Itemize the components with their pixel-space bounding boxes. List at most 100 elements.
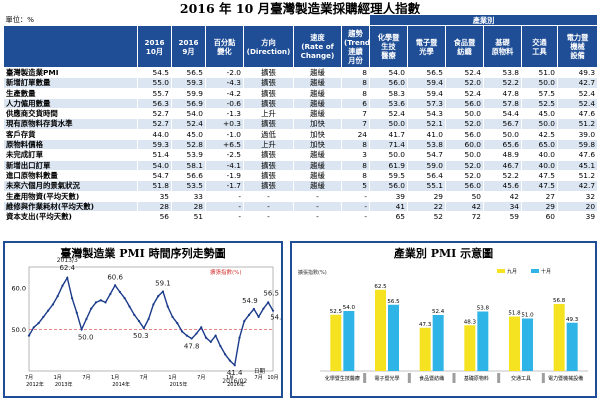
table-cell: 56.5 <box>407 66 446 79</box>
pmi-data-point <box>104 301 107 304</box>
table-cell: 加快 <box>293 128 342 141</box>
table-cell: 擴張 <box>243 180 294 192</box>
table-cell: 42.7 <box>556 180 599 192</box>
table-cell: 32 <box>556 190 599 202</box>
table-cell: 擴張 <box>243 159 294 171</box>
table-cell: 55.1 <box>407 180 446 192</box>
table-cell: 49.3 <box>556 66 599 79</box>
table-row: 現有原物料存貨水準 52.7 52.4 +0.3 擴張 加快 7 50.0 52.1 52.0 56… <box>3 118 599 130</box>
table-cell: 52.0 <box>445 159 484 171</box>
table-cell: 59.3 <box>171 77 206 89</box>
table-cell: 56.3 <box>137 97 172 110</box>
bar <box>464 325 476 371</box>
table-cell: 59.9 <box>171 87 206 99</box>
table-cell: 52.7 <box>137 118 172 130</box>
bar <box>419 327 431 371</box>
table-cell: -2.5 <box>205 149 244 161</box>
table-cell: 72 <box>445 211 484 223</box>
table-cell: 50.0 <box>445 149 484 161</box>
table-cell: 28 <box>137 200 172 213</box>
pmi-data-point <box>228 359 232 362</box>
table-cell: 趨緩 <box>293 97 342 110</box>
table-cell: 6 <box>341 97 370 110</box>
legend-label: 十月 <box>541 268 551 275</box>
table-cell: 24 <box>341 128 370 141</box>
table-cell: 上升 <box>243 108 294 120</box>
table-cell: 42.7 <box>556 77 599 89</box>
x-tick-label: 7月 <box>82 375 90 381</box>
table-cell: 52 <box>407 211 446 223</box>
column-header: 電力暨 機械 設備 <box>556 25 599 68</box>
pmi-data-point <box>32 326 35 329</box>
table-cell: 趨緩 <box>293 108 342 120</box>
table-cell: +6.5 <box>205 139 244 151</box>
pmi-data-point <box>42 315 45 319</box>
bar-value-label: 49.3 <box>566 317 579 323</box>
table-row: 客戶存貨 44.0 45.0 -1.0 過低 加快 24 41.7 41.0 56.0 50.0 42… <box>3 128 599 141</box>
pmi-data-point <box>85 317 88 321</box>
industry-group-header: 產業別 <box>368 14 599 26</box>
table-cell: 56.0 <box>445 180 484 192</box>
column-header: 2016 9月 <box>171 25 206 68</box>
pmi-data-point <box>195 332 198 335</box>
pmi-data-point <box>243 319 246 323</box>
table-cell: 41 <box>369 200 408 213</box>
table-cell: 54.0 <box>171 108 206 120</box>
table-cell: 52.4 <box>369 108 408 120</box>
pmi-data-point <box>214 334 217 337</box>
table-cell: 47.6 <box>556 149 599 161</box>
data-label: 59.1 <box>155 280 171 288</box>
table-cell: 35 <box>137 190 172 202</box>
pmi-data-point <box>247 313 251 316</box>
row-label: 生產用物資(平均天數) <box>3 190 138 202</box>
table-cell: 52.4 <box>445 87 484 99</box>
data-label: 54.9 <box>242 297 258 305</box>
table-cell: 42 <box>445 200 484 213</box>
table-cell: 趨緩 <box>293 66 342 79</box>
table-cell: 29 <box>521 200 558 213</box>
row-label: 維修與作業耗材(平均天數) <box>3 200 138 213</box>
row-label: 供應商交貨時間 <box>3 108 138 120</box>
column-header: 食品暨 紡織 <box>445 25 484 68</box>
table-cell: 趨緩 <box>293 87 342 99</box>
table-cell: 54.0 <box>369 66 408 79</box>
pmi-data-point <box>252 307 255 311</box>
table-cell: - <box>243 190 294 202</box>
table-cell: 42.5 <box>521 128 558 141</box>
table-cell: 44.0 <box>137 128 172 141</box>
table-cell: 56.0 <box>369 77 408 89</box>
table-cell: 45.6 <box>483 180 522 192</box>
pmi-data-point <box>209 340 212 343</box>
trend-chart-title: 臺灣製造業 PMI 時間序列走勢圖 <box>60 247 226 260</box>
category-label: 電力暨機械設備 <box>548 375 583 382</box>
row-label: 新增訂單數量 <box>3 77 138 89</box>
table-cell: - <box>243 200 294 213</box>
pmi-data-point <box>70 297 74 300</box>
table-cell: 53.5 <box>171 180 206 192</box>
table-cell: 擴張 <box>243 169 294 182</box>
category-label: 化學暨生技醫療 <box>325 375 360 382</box>
table-cell: 33 <box>171 190 206 202</box>
table-cell: 趨緩 <box>293 169 342 182</box>
pmi-data-point <box>109 292 112 296</box>
table-cell: 56.4 <box>407 169 446 182</box>
pmi-data-point <box>142 327 145 330</box>
table-cell: 61.9 <box>369 159 408 171</box>
table-cell: 50.0 <box>521 77 558 89</box>
page-title: 2016 年 10 月臺灣製造業採購經理人指數 <box>179 1 421 16</box>
table-cell: 52.0 <box>445 77 484 89</box>
pmi-data-point <box>204 336 208 339</box>
x-tick-label: 10月 <box>267 375 278 381</box>
row-label-header <box>3 25 138 68</box>
table-cell: 34 <box>483 200 522 213</box>
table-cell: 39.0 <box>556 128 599 141</box>
bar <box>553 304 565 371</box>
table-cell: 54.4 <box>483 108 522 120</box>
table-cell: 趨緩 <box>293 77 342 89</box>
pmi-data-point <box>176 322 179 325</box>
bar <box>388 304 399 371</box>
table-cell: 57.3 <box>407 97 446 110</box>
table-cell: 7 <box>341 118 370 130</box>
category-label: 交通工具 <box>511 375 531 382</box>
